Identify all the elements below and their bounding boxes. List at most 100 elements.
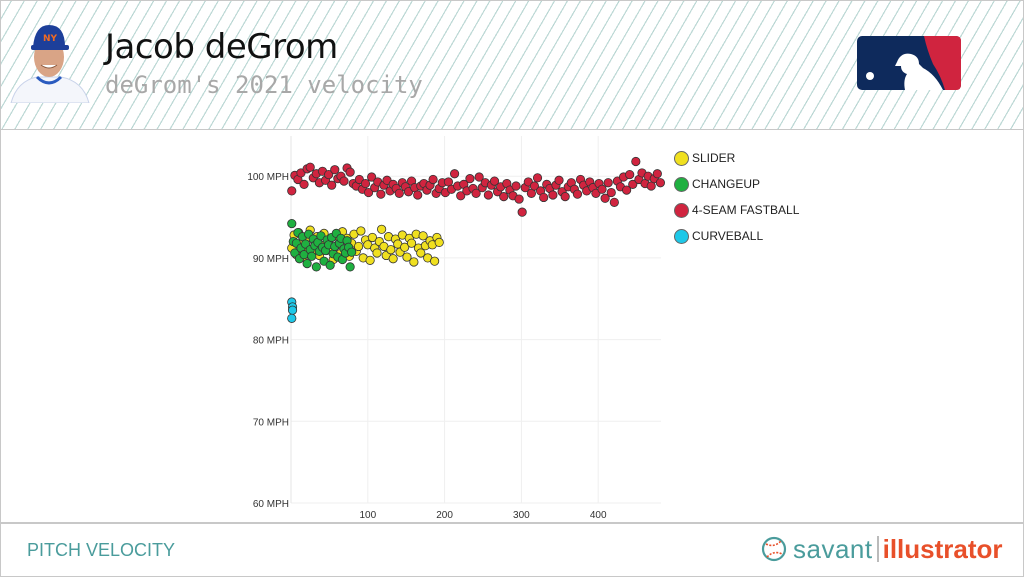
data-point-4-seam-fastball (532, 173, 543, 183)
data-point-4-seam-fastball (652, 169, 662, 179)
data-point-changeup (345, 262, 355, 272)
data-point-changeup (347, 247, 357, 257)
data-point-4-seam-fastball (597, 184, 607, 194)
data-point-4-seam-fastball (655, 178, 666, 188)
x-tick-label: 100 (359, 510, 376, 521)
data-point-4-seam-fastball (324, 169, 334, 180)
savant-illustrator-logo: savant illustrator (761, 534, 1003, 564)
slider-swatch-icon (674, 150, 689, 166)
data-point-slider (434, 237, 444, 247)
y-tick-label: 60 MPH (253, 499, 289, 510)
data-point-4-seam-fastball (449, 169, 460, 179)
header: NY Jacob deGrom deGrom's 2021 velocity (0, 0, 1024, 130)
data-point-4-seam-fastball (529, 181, 540, 191)
data-point-4-seam-fastball (465, 174, 475, 184)
legend-label: 4-SEAM FASTBALL (692, 203, 800, 217)
footer: PITCH VELOCITY savant illustrator (0, 522, 1024, 577)
data-point-4-seam-fastball (394, 188, 404, 198)
data-point-4-seam-fastball (609, 197, 619, 207)
data-point-4-seam-fastball (345, 167, 355, 177)
fastball-swatch-icon (674, 202, 689, 218)
data-point-slider (372, 248, 382, 258)
y-tick-label: 100 MPH (247, 172, 289, 183)
data-point-4-seam-fastball (360, 178, 371, 189)
data-point-4-seam-fastball (628, 179, 638, 189)
data-point-slider (430, 256, 440, 266)
player-photo: NY (10, 25, 90, 103)
data-point-4-seam-fastball (483, 190, 493, 200)
data-point-4-seam-fastball (572, 189, 583, 199)
data-point-changeup (307, 251, 317, 261)
footer-title: PITCH VELOCITY (27, 540, 176, 560)
data-point-slider (386, 245, 396, 255)
data-point-4-seam-fastball (625, 169, 635, 180)
data-point-4-seam-fastball (339, 176, 349, 186)
mlb-logo (857, 36, 961, 90)
chart-area: 100 200 300 400 60 MPH 70 MPH 80 MPH 90 MPH 100 … (0, 130, 1024, 522)
legend-label: SLIDER (692, 151, 736, 165)
data-point-4-seam-fastball (499, 192, 509, 202)
legend: SLIDER CHANGEUP 4-SEAM FASTBALL CURVEBAL… (674, 145, 799, 249)
data-point-4-seam-fastball (560, 192, 570, 202)
data-point-4-seam-fastball (631, 156, 641, 167)
data-point-4-seam-fastball (413, 190, 423, 200)
data-point-4-seam-fastball (514, 194, 524, 204)
data-point-slider (409, 257, 419, 267)
data-point-4-seam-fastball (606, 187, 616, 198)
data-point-slider (418, 231, 428, 241)
data-point-4-seam-fastball (603, 178, 613, 188)
x-tick-label: 400 (590, 510, 607, 521)
data-point-changeup (311, 262, 321, 272)
legend-item-fastball[interactable]: 4-SEAM FASTBALL (674, 197, 799, 223)
data-point-slider (406, 238, 417, 248)
data-point-4-seam-fastball (622, 185, 632, 195)
data-point-slider (377, 224, 387, 234)
data-point-slider (356, 226, 366, 236)
x-tick-label: 300 (513, 510, 530, 521)
data-point-4-seam-fastball (305, 162, 315, 172)
data-point-4-seam-fastball (548, 190, 558, 200)
data-point-4-seam-fastball (489, 176, 500, 186)
brand-savant: savant (793, 533, 873, 564)
y-tick-label: 80 MPH (253, 336, 289, 347)
legend-label: CURVEBALL (692, 229, 764, 243)
data-point-4-seam-fastball (511, 181, 521, 191)
svg-text:NY: NY (43, 34, 58, 44)
data-point-4-seam-fastball (539, 192, 549, 203)
legend-label: CHANGEUP (692, 177, 761, 191)
brand-illustrator: illustrator (882, 533, 1003, 564)
data-point-changeup (302, 259, 312, 269)
data-point-slider (365, 255, 375, 265)
data-point-4-seam-fastball (327, 180, 337, 190)
baseball-icon (761, 536, 787, 562)
data-point-slider (367, 232, 378, 243)
data-point-slider (402, 252, 412, 262)
data-point-curveball (287, 305, 298, 315)
data-point-4-seam-fastball (428, 174, 438, 185)
data-point-changeup (287, 218, 297, 229)
legend-item-curveball[interactable]: CURVEBALL (674, 223, 799, 249)
data-point-4-seam-fastball (517, 207, 527, 217)
y-tick-label: 70 MPH (253, 417, 289, 428)
data-point-4-seam-fastball (456, 191, 466, 201)
data-point-4-seam-fastball (287, 186, 297, 196)
data-point-slider (416, 248, 426, 258)
data-point-changeup (325, 260, 335, 270)
data-point-4-seam-fastball (330, 165, 340, 175)
data-point-curveball (287, 313, 297, 323)
data-point-4-seam-fastball (554, 175, 564, 185)
page-title: Jacob deGrom (105, 27, 338, 67)
changeup-swatch-icon (674, 176, 689, 192)
legend-item-changeup[interactable]: CHANGEUP (674, 171, 799, 197)
data-point-4-seam-fastball (367, 172, 377, 182)
brand-divider (876, 536, 879, 562)
data-point-4-seam-fastball (363, 187, 374, 198)
data-point-slider (400, 242, 410, 252)
legend-item-slider[interactable]: SLIDER (674, 145, 799, 171)
velocity-scatter-plot: 100 200 300 400 60 MPH 70 MPH 80 MPH 90 MPH 100 … (247, 136, 666, 521)
data-point-4-seam-fastball (474, 172, 484, 182)
data-point-4-seam-fastball (376, 189, 386, 199)
data-point-4-seam-fastball (299, 179, 309, 189)
data-point-slider (388, 254, 398, 264)
y-tick-label: 90 MPH (253, 254, 289, 265)
